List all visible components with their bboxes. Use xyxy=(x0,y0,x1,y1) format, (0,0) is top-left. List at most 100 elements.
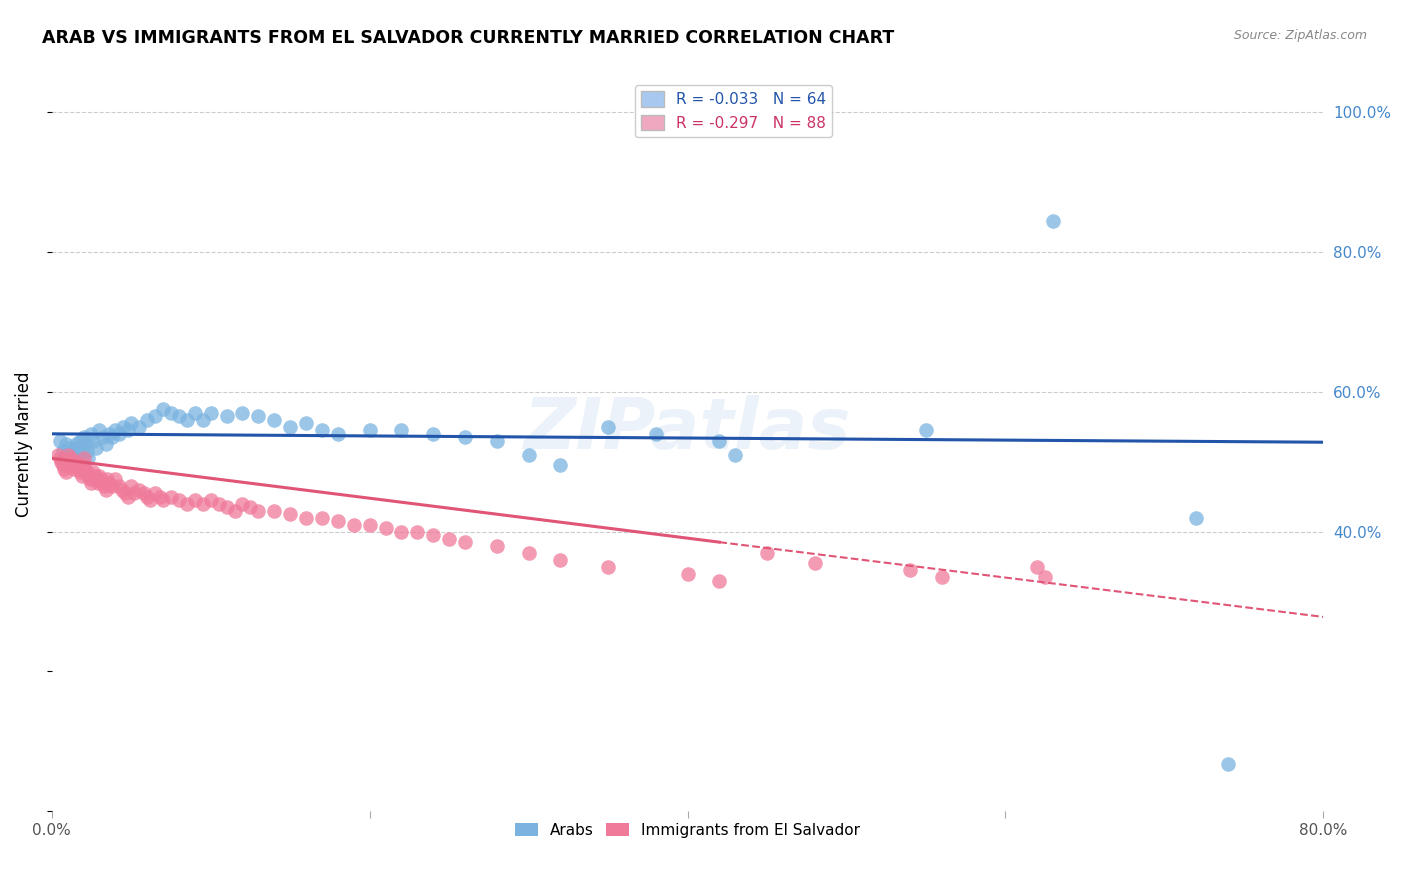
Point xyxy=(152,493,174,508)
Point xyxy=(53,462,76,476)
Point xyxy=(550,458,572,473)
Point xyxy=(51,455,73,469)
Point xyxy=(89,423,111,437)
Point xyxy=(59,455,82,469)
Point xyxy=(208,497,231,511)
Point xyxy=(104,423,127,437)
Point xyxy=(89,468,111,483)
Point xyxy=(406,524,429,539)
Point xyxy=(224,504,246,518)
Point xyxy=(152,402,174,417)
Point xyxy=(56,448,79,462)
Point xyxy=(82,434,104,448)
Point xyxy=(709,434,731,448)
Text: Source: ZipAtlas.com: Source: ZipAtlas.com xyxy=(1233,29,1367,42)
Point xyxy=(52,444,75,458)
Point xyxy=(69,434,91,448)
Point xyxy=(101,479,124,493)
Point xyxy=(160,490,183,504)
Point xyxy=(139,493,162,508)
Point xyxy=(55,437,77,451)
Point xyxy=(191,497,214,511)
Point xyxy=(93,479,115,493)
Point xyxy=(76,465,98,479)
Point xyxy=(72,430,94,444)
Point xyxy=(326,514,349,528)
Point xyxy=(62,444,84,458)
Point xyxy=(1026,559,1049,574)
Point xyxy=(77,468,100,483)
Point xyxy=(184,493,207,508)
Point xyxy=(84,472,107,486)
Point xyxy=(111,483,134,497)
Point xyxy=(517,448,540,462)
Point xyxy=(58,441,80,455)
Point xyxy=(596,559,619,574)
Point xyxy=(124,486,146,500)
Point xyxy=(69,465,91,479)
Point xyxy=(80,426,103,441)
Point xyxy=(231,497,253,511)
Point xyxy=(107,426,129,441)
Point xyxy=(67,462,90,476)
Point xyxy=(1042,213,1064,227)
Point xyxy=(200,406,222,420)
Point xyxy=(70,444,93,458)
Point xyxy=(326,426,349,441)
Point xyxy=(176,497,198,511)
Point xyxy=(94,437,117,451)
Point xyxy=(91,430,114,444)
Point xyxy=(48,451,70,466)
Point xyxy=(454,535,477,549)
Point xyxy=(359,517,381,532)
Point xyxy=(136,490,159,504)
Point xyxy=(46,448,69,462)
Point xyxy=(1033,570,1056,584)
Point xyxy=(55,465,77,479)
Point xyxy=(77,451,100,466)
Point xyxy=(76,444,98,458)
Point xyxy=(70,468,93,483)
Point xyxy=(644,426,666,441)
Point xyxy=(56,448,79,462)
Point xyxy=(117,423,139,437)
Point xyxy=(517,546,540,560)
Point xyxy=(62,458,84,473)
Point xyxy=(191,413,214,427)
Point xyxy=(82,465,104,479)
Point xyxy=(374,521,396,535)
Point xyxy=(263,504,285,518)
Point xyxy=(90,472,112,486)
Point xyxy=(160,406,183,420)
Point xyxy=(98,426,121,441)
Point xyxy=(136,413,159,427)
Point xyxy=(56,458,79,473)
Point xyxy=(437,532,460,546)
Point xyxy=(128,483,150,497)
Point xyxy=(112,420,135,434)
Point xyxy=(247,409,270,424)
Point xyxy=(263,413,285,427)
Point xyxy=(149,490,172,504)
Point xyxy=(63,462,86,476)
Y-axis label: Currently Married: Currently Married xyxy=(15,372,32,517)
Point xyxy=(59,451,82,466)
Point xyxy=(80,475,103,490)
Point xyxy=(422,528,444,542)
Point xyxy=(215,409,238,424)
Point xyxy=(52,458,75,473)
Point xyxy=(343,517,366,532)
Legend: Arabs, Immigrants from El Salvador: Arabs, Immigrants from El Salvador xyxy=(509,816,866,844)
Point xyxy=(550,552,572,566)
Point xyxy=(66,441,89,455)
Point xyxy=(96,472,118,486)
Point xyxy=(898,563,921,577)
Point xyxy=(311,510,333,524)
Point xyxy=(58,458,80,473)
Point xyxy=(83,468,105,483)
Point xyxy=(114,486,136,500)
Point xyxy=(215,500,238,515)
Point xyxy=(596,420,619,434)
Point xyxy=(184,406,207,420)
Point xyxy=(75,437,97,451)
